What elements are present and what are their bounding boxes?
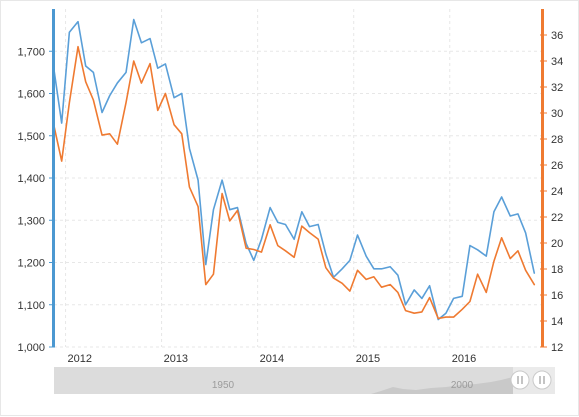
left-axis-tick-label: 1,000 <box>17 342 45 354</box>
right-axis-strip <box>541 9 544 347</box>
navigator-range-handle[interactable] <box>532 370 552 390</box>
right-axis-tick-label: 26 <box>551 160 563 172</box>
navigator[interactable]: 1950 2000 <box>54 367 555 394</box>
left-axis-tick-label: 1,700 <box>17 46 45 58</box>
left-axis-tick-label: 1,600 <box>17 89 45 101</box>
navigator-year-label: 2000 <box>451 380 474 391</box>
right-series-line <box>53 45 536 320</box>
series-layer <box>53 18 536 321</box>
x-axis-tick-label: 2012 <box>68 353 92 365</box>
left-series-line <box>53 18 536 321</box>
right-axis-tick-label: 16 <box>551 290 563 302</box>
navigator-range-handle[interactable] <box>510 370 530 390</box>
right-axis: 12 14 16 18 20 22 24 26 28 30 32 34 36 <box>540 9 563 354</box>
navigator-handle-knob[interactable] <box>510 370 530 390</box>
right-axis-tick-label: 22 <box>551 212 563 224</box>
left-axis-tick-label: 1,300 <box>17 215 45 227</box>
x-axis-tick-label: 2014 <box>260 353 284 365</box>
left-axis: 1,000 1,100 1,200 1,300 1,400 1,500 1,600 1,700 <box>17 9 55 354</box>
right-axis-tick-label: 18 <box>551 264 563 276</box>
navigator-year-label: 1950 <box>212 380 235 391</box>
left-axis-tick-label: 1,400 <box>17 173 45 185</box>
left-axis-tick-label: 1,200 <box>17 258 45 270</box>
x-axis-tick-label: 2016 <box>452 353 476 365</box>
right-axis-tick-label: 12 <box>551 342 563 354</box>
x-axis-tick-label: 2015 <box>356 353 380 365</box>
right-axis-tick-label: 14 <box>551 316 563 328</box>
navigator-handle-knob[interactable] <box>532 370 552 390</box>
navigator-history-area <box>54 376 555 394</box>
x-axis-tick-label: 2013 <box>164 353 188 365</box>
right-axis-tick-label: 28 <box>551 134 563 146</box>
left-axis-tick-label: 1,500 <box>17 131 45 143</box>
right-axis-tick-label: 32 <box>551 82 563 94</box>
left-axis-tick-label: 1,100 <box>17 300 45 312</box>
right-axis-tick-label: 24 <box>551 186 563 198</box>
x-axis: 2012 2013 2014 2015 2016 <box>68 353 477 365</box>
right-axis-tick-label: 20 <box>551 238 563 250</box>
right-axis-tick-label: 34 <box>551 56 563 68</box>
right-axis-tick-label: 36 <box>551 30 563 42</box>
right-axis-tick-label: 30 <box>551 108 563 120</box>
